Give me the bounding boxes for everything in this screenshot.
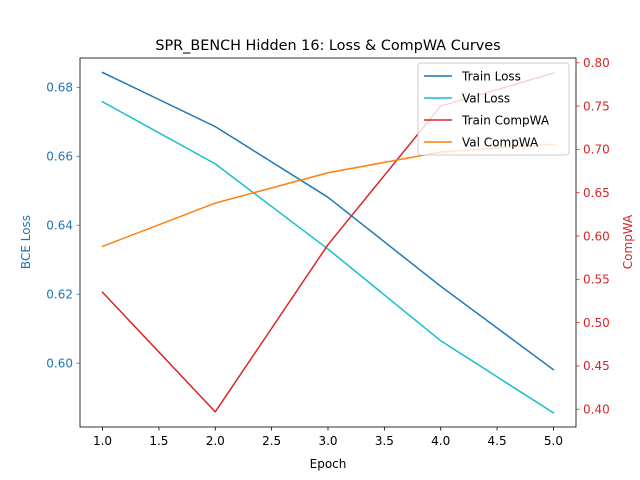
- y-right-tick-label: 0.40: [583, 403, 610, 417]
- y-left-tick-label: 0.62: [46, 288, 73, 302]
- x-tick-label: 3.5: [375, 434, 394, 448]
- y-right-tick-label: 0.60: [583, 229, 610, 243]
- y-left-tick-label: 0.64: [46, 219, 73, 233]
- series-line-val-loss: [101, 100, 555, 414]
- y-left-tick-label: 0.60: [46, 357, 73, 371]
- x-tick-label: 2.0: [206, 434, 225, 448]
- y-right-tick-label: 0.45: [583, 359, 610, 373]
- y-left-tick-label: 0.68: [46, 81, 73, 95]
- legend-box: [417, 62, 570, 156]
- y-left-tick-label: 0.66: [46, 150, 73, 164]
- chart-title: SPR_BENCH Hidden 16: Loss & CompWA Curve…: [155, 38, 500, 54]
- x-tick-label: 4.5: [488, 434, 507, 448]
- x-tick-label: 5.0: [544, 434, 563, 448]
- legend-label: Val Loss: [462, 91, 510, 105]
- legend-label: Train Loss: [461, 69, 521, 83]
- y-right-tick-label: 0.70: [583, 143, 610, 157]
- series-line-train-loss: [101, 71, 555, 371]
- x-tick-label: 3.0: [318, 434, 337, 448]
- x-tick-label: 1.0: [93, 434, 112, 448]
- y-right-tick-label: 0.65: [583, 186, 610, 200]
- legend-label: Train CompWA: [461, 113, 550, 127]
- x-tick-label: 2.5: [262, 434, 281, 448]
- x-tick-label: 1.5: [149, 434, 168, 448]
- axes: 1.0 1.5 2.0 2.5 3.0 3.5 4.0 4.5 5.0 0.60 0.62 0.64 0…: [46, 56, 609, 448]
- y-right-axis-label: CompWA: [621, 214, 635, 269]
- y-right-tick-label: 0.50: [583, 316, 610, 330]
- x-axis-label: Epoch: [310, 457, 347, 471]
- legend: Train Loss Val Loss Train CompWA Val CompWA: [417, 62, 570, 156]
- legend-label: Val CompWA: [462, 135, 539, 149]
- y-right-tick-label: 0.80: [583, 56, 610, 70]
- y-left-axis-label: BCE Loss: [19, 215, 33, 269]
- y-right-tick-label: 0.75: [583, 99, 610, 113]
- x-tick-label: 4.0: [431, 434, 450, 448]
- y-right-tick-label: 0.55: [583, 273, 610, 287]
